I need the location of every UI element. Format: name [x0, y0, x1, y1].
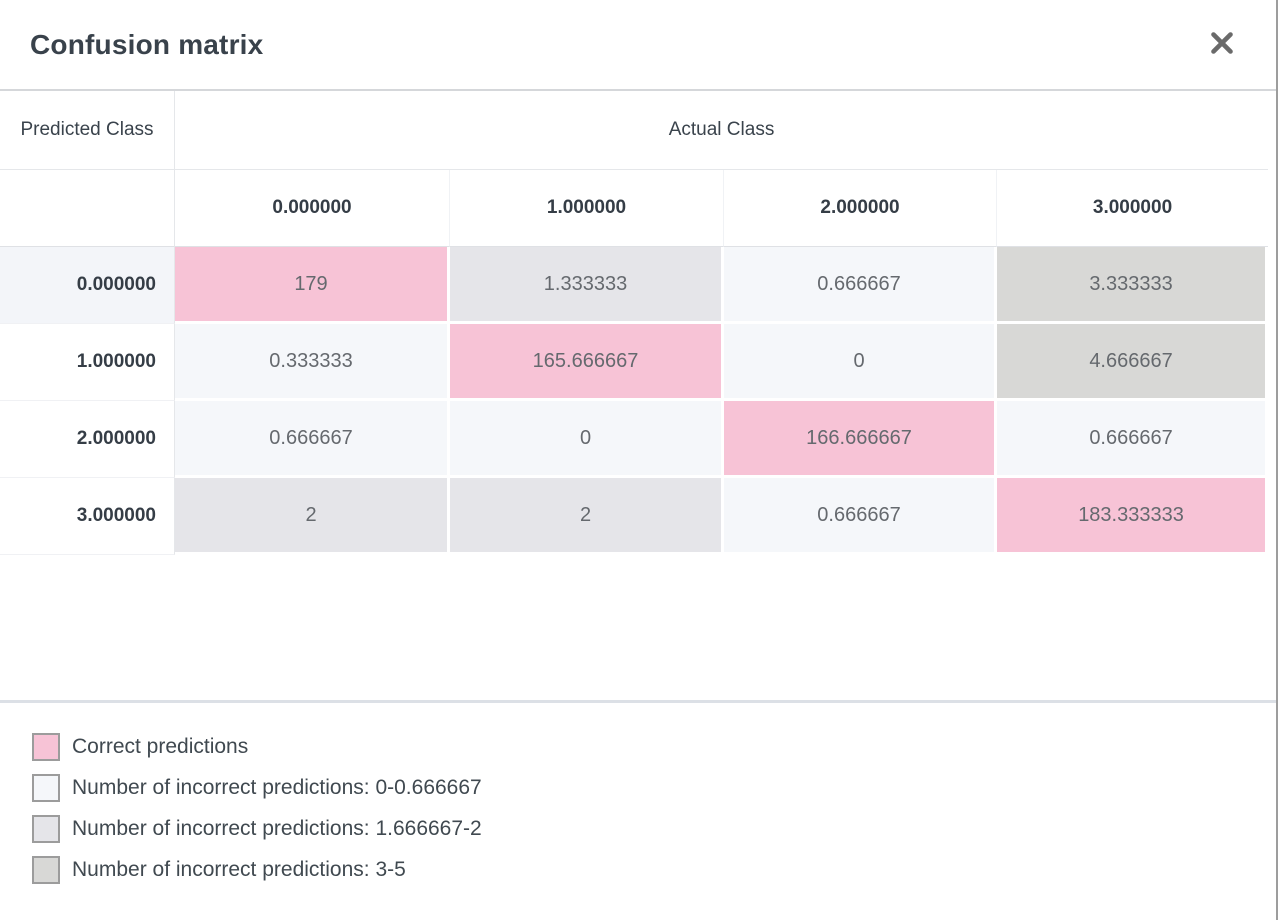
legend-swatch-incorrect-high: [32, 856, 60, 884]
matrix-cell: 179: [175, 247, 450, 324]
table-row: 0.000000 179 1.333333 0.666667 3.333333: [0, 247, 1269, 324]
row-axis-label: Predicted Class: [0, 91, 175, 170]
legend-label: Number of incorrect predictions: 0-0.666…: [72, 776, 482, 799]
matrix-cell: 183.333333: [997, 478, 1269, 555]
column-header: 1.000000: [450, 170, 724, 247]
matrix-cell: 0.666667: [724, 247, 997, 324]
legend-item: Correct predictions: [32, 733, 1278, 761]
legend-swatch-incorrect-low: [32, 774, 60, 802]
close-button[interactable]: [1202, 25, 1242, 65]
row-header: 3.000000: [0, 478, 175, 555]
col-axis-label: Actual Class: [175, 91, 1269, 170]
row-header: 1.000000: [0, 324, 175, 401]
row-header: 0.000000: [0, 247, 175, 324]
confusion-matrix-table: Predicted Class Actual Class 0.000000 1.…: [0, 91, 1269, 555]
matrix-cell: 3.333333: [997, 247, 1269, 324]
matrix-cell: 166.666667: [724, 401, 997, 478]
matrix-cell: 4.666667: [997, 324, 1269, 401]
page-title: Confusion matrix: [30, 28, 264, 60]
legend-item: Number of incorrect predictions: 3-5: [32, 856, 1278, 884]
matrix-cell: 2: [450, 478, 724, 555]
close-icon: [1209, 30, 1235, 59]
matrix-cell: 0: [450, 401, 724, 478]
matrix-cell: 1.333333: [450, 247, 724, 324]
legend: Correct predictions Number of incorrect …: [0, 703, 1278, 884]
legend-swatch-correct: [32, 733, 60, 761]
legend-item: Number of incorrect predictions: 0-0.666…: [32, 774, 1278, 802]
matrix-cell: 0.666667: [175, 401, 450, 478]
column-header: 3.000000: [997, 170, 1269, 247]
matrix-cell: 0.666667: [724, 478, 997, 555]
matrix-cell: 2: [175, 478, 450, 555]
matrix-cell: 0: [724, 324, 997, 401]
corner-cell: [0, 170, 175, 247]
legend-label: Number of incorrect predictions: 3-5: [72, 858, 406, 881]
matrix-cell: 0.333333: [175, 324, 450, 401]
table-row: 2.000000 0.666667 0 166.666667 0.666667: [0, 401, 1269, 478]
column-header: 0.000000: [175, 170, 450, 247]
divider: [0, 700, 1278, 703]
legend-swatch-incorrect-mid: [32, 815, 60, 843]
row-header: 2.000000: [0, 401, 175, 478]
matrix-cell: 165.666667: [450, 324, 724, 401]
table-row: 3.000000 2 2 0.666667 183.333333: [0, 478, 1269, 555]
legend-label: Correct predictions: [72, 735, 249, 758]
column-header: 2.000000: [724, 170, 997, 247]
legend-item: Number of incorrect predictions: 1.66666…: [32, 815, 1278, 843]
legend-label: Number of incorrect predictions: 1.66666…: [72, 817, 482, 840]
table-row: 1.000000 0.333333 165.666667 0 4.666667: [0, 324, 1269, 401]
modal-header: Confusion matrix: [0, 0, 1278, 91]
matrix-cell: 0.666667: [997, 401, 1269, 478]
modal-right-border: [1276, 0, 1278, 920]
